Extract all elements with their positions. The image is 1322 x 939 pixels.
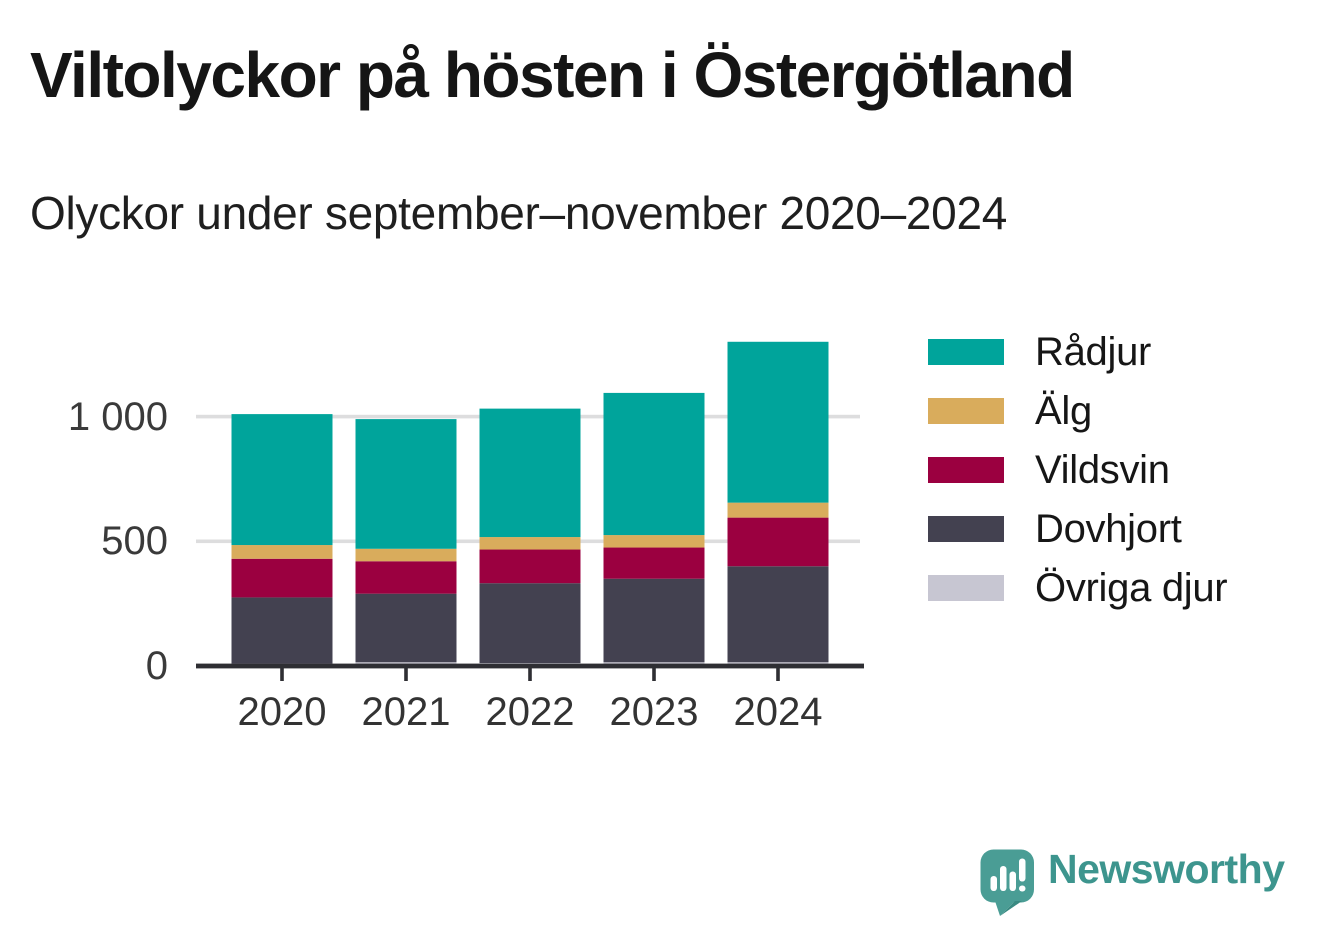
bar-segment-2024-dovhjort: [727, 566, 829, 663]
y-tick-label-0: 0: [145, 644, 168, 688]
x-tick-label-2022: 2022: [485, 690, 575, 734]
y-tick-label-500: 500: [101, 519, 168, 564]
x-axis-line: [196, 663, 864, 669]
bar-segment-2020-älg: [231, 545, 333, 559]
bar-segment-2022-dovhjort: [479, 583, 581, 664]
newsworthy-logo-icon: [980, 849, 1034, 916]
bar-segment-2023-rådjur: [603, 392, 705, 536]
chart-legend: Rådjur Älg Vildsvin Dovhjort Övriga djur: [928, 330, 1228, 634]
x-axis-tick-2021: [404, 668, 408, 681]
bar-segment-2021-vildsvin: [355, 561, 457, 594]
y-tick-label-1000: 1 000: [67, 394, 168, 439]
legend-item-rådjur: Rådjur: [928, 330, 1227, 374]
x-tick-label-2024: 2024: [733, 690, 823, 734]
legend-swatch: [928, 339, 1004, 365]
bar-segment-2024-vildsvin: [727, 517, 829, 567]
bar-segment-2020-vildsvin: [231, 558, 333, 598]
legend-label: Övriga djur: [1035, 566, 1228, 610]
legend-item-vildsvin: Vildsvin: [928, 448, 1227, 492]
bar-segment-2021-rådjur: [355, 419, 457, 549]
legend-swatch: [928, 575, 1004, 601]
x-tick-label-2020: 2020: [237, 690, 327, 734]
legend-label: Rådjur: [1035, 330, 1152, 374]
legend-item-dovhjort: Dovhjort: [928, 507, 1227, 551]
bar-segment-2023-älg: [603, 535, 705, 548]
bar-segment-2023-dovhjort: [603, 578, 705, 663]
bar-segment-2020-rådjur: [231, 414, 333, 546]
x-axis-tick-2022: [528, 668, 532, 681]
x-tick-label-2023: 2023: [609, 690, 699, 734]
legend-label: Vildsvin: [1035, 448, 1170, 492]
bar-segment-2023-vildsvin: [603, 547, 705, 579]
x-tick-label-2021: 2021: [361, 690, 451, 734]
newsworthy-logo-text: Newsworthy: [1048, 846, 1285, 892]
x-axis-tick-2020: [280, 668, 284, 681]
bar-segment-2024-rådjur: [727, 341, 829, 503]
bar-segment-2024-älg: [727, 502, 829, 518]
legend-item-övriga-djur: Övriga djur: [928, 566, 1228, 610]
bar-segment-2020-dovhjort: [231, 597, 333, 664]
bar-segment-2021-älg: [355, 548, 457, 562]
bar-segment-2022-älg: [479, 537, 581, 550]
chart-title: Viltolyckor på hösten i Östergötland: [30, 39, 1075, 111]
legend-swatch: [928, 516, 1004, 542]
legend-item-älg: Älg: [928, 389, 1227, 433]
chart-subtitle: Olyckor under september–november 2020–20…: [30, 187, 1008, 239]
bar-segment-2022-vildsvin: [479, 549, 581, 584]
legend-label: Älg: [1035, 389, 1092, 433]
legend-label: Dovhjort: [1035, 507, 1182, 551]
x-axis-tick-2023: [652, 668, 656, 681]
bar-segment-2021-dovhjort: [355, 593, 457, 663]
legend-swatch: [928, 398, 1004, 424]
legend-swatch: [928, 457, 1004, 483]
x-axis-tick-2024: [776, 668, 780, 681]
bar-segment-2022-rådjur: [479, 408, 581, 538]
